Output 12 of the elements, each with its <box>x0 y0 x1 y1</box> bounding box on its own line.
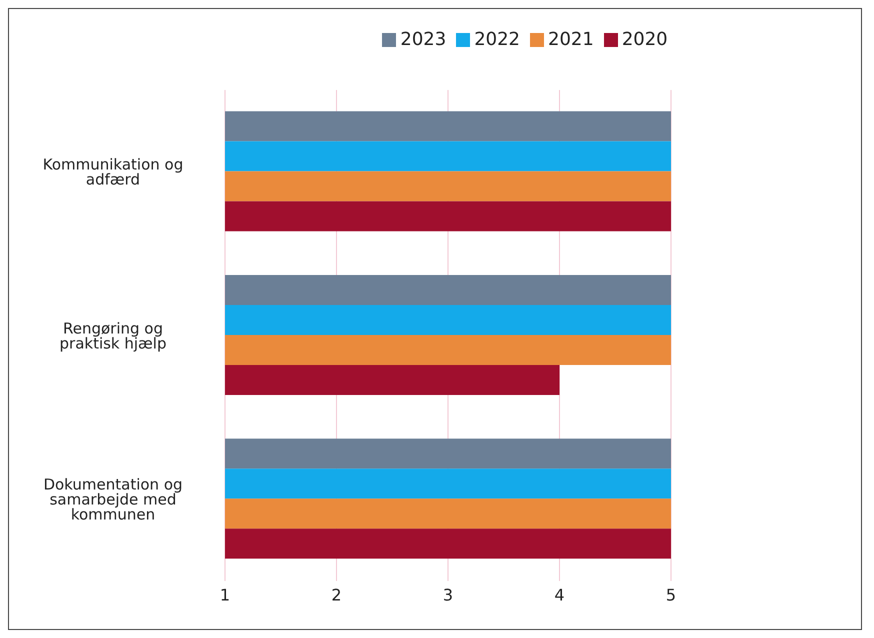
y-tick-label: Kommunikation og adfærd <box>42 156 184 189</box>
x-tick-label: 3 <box>442 585 454 604</box>
x-tick-label: 1 <box>220 585 230 604</box>
y-tick-label: Rengøring og praktisk hjælp <box>60 319 166 352</box>
x-tick-label: 5 <box>666 585 676 604</box>
legend-label: 2022 <box>474 29 520 50</box>
legend-label: 2021 <box>548 29 594 50</box>
x-tick-label: 2 <box>331 585 342 604</box>
legend-label: 2023 <box>400 29 446 50</box>
x-tick-label: 4 <box>554 585 565 604</box>
legend-label: 2020 <box>622 29 668 50</box>
y-tick-label: Dokumentation og samarbejde med kommunen <box>43 475 183 524</box>
